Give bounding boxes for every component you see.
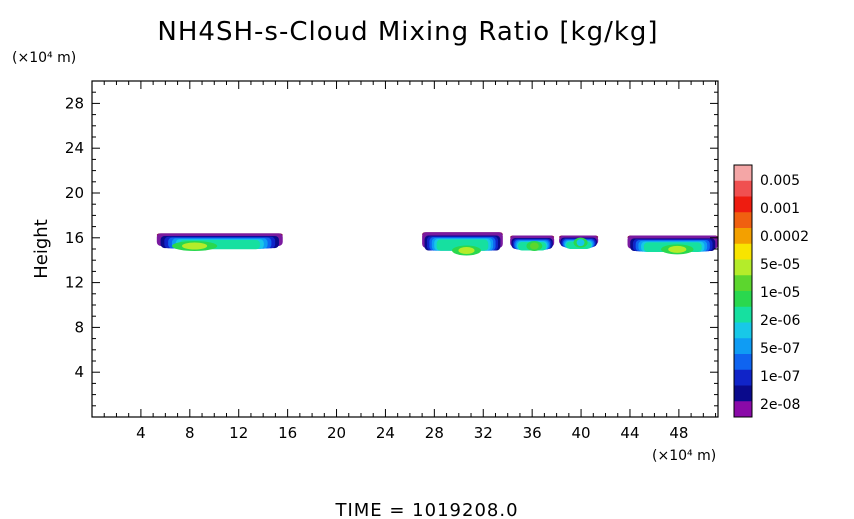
x-tick-label: 28 xyxy=(425,424,444,442)
cloud-core xyxy=(458,246,475,254)
colorbar-label: 5e-05 xyxy=(760,257,800,273)
colorbar-label: 2e-08 xyxy=(760,397,800,413)
y-tick-label: 4 xyxy=(74,363,84,381)
colorbar-swatch xyxy=(734,228,752,245)
colorbar-label: 2e-06 xyxy=(760,313,800,329)
x-tick-label: 16 xyxy=(278,424,297,442)
colorbar-swatch xyxy=(734,291,752,308)
cloud-region xyxy=(559,235,599,249)
x-tick-label: 36 xyxy=(523,424,542,442)
cloud-core xyxy=(668,245,687,253)
time-footer: TIME = 1019208.0 xyxy=(334,500,518,519)
x-tick-label: 40 xyxy=(572,424,591,442)
colorbar-label: 0.0002 xyxy=(760,229,809,245)
cloud-region xyxy=(422,232,503,256)
x-tick-label: 32 xyxy=(474,424,493,442)
colorbar-label: 1e-05 xyxy=(760,285,800,301)
cloud-core xyxy=(181,242,208,250)
colorbar-swatch xyxy=(734,180,752,197)
x-tick-label: 8 xyxy=(185,424,195,442)
x-unit-label: (×10⁴ m) xyxy=(652,448,716,464)
x-tick-label: 44 xyxy=(620,424,639,442)
colorbar-swatch xyxy=(734,243,752,260)
colorbar-swatch xyxy=(734,165,752,182)
colorbar-swatch xyxy=(734,338,752,355)
x-tick-label: 20 xyxy=(327,424,346,442)
colorbar-swatch xyxy=(734,322,752,339)
y-tick-label: 24 xyxy=(65,139,84,157)
colorbar-swatch xyxy=(734,196,752,213)
y-tick-label: 12 xyxy=(65,274,84,292)
y-tick-label: 8 xyxy=(74,318,84,336)
colorbar-label: 1e-07 xyxy=(760,369,800,385)
colorbar-swatch xyxy=(734,401,752,418)
colorbar-swatch xyxy=(734,212,752,229)
colorbar: 0.005 0.001 0.0002 5e-05 1e-05 2e-06 5e-07 1e-0… xyxy=(733,164,809,418)
colorbar-label: 0.001 xyxy=(760,201,800,217)
colorbar-swatch xyxy=(734,369,752,386)
x-tick-label: 4 xyxy=(136,424,146,442)
colorbar-swatch xyxy=(734,259,752,276)
y-tick-label: 28 xyxy=(65,94,84,112)
colorbar-label: 5e-07 xyxy=(760,341,800,357)
colorbar-swatch xyxy=(734,385,752,402)
y-tick-label: 16 xyxy=(65,229,84,247)
colorbar-label: 0.005 xyxy=(760,173,800,189)
x-tick-label: 12 xyxy=(229,424,248,442)
chart-title: NH4SH-s-Cloud Mixing Ratio [kg/kg] xyxy=(157,17,658,47)
cloud-region xyxy=(510,235,555,251)
colorbar-swatch xyxy=(734,275,752,292)
x-tick-label: 24 xyxy=(376,424,395,442)
x-tick-label: 48 xyxy=(669,424,688,442)
y-axis-label: Height xyxy=(31,219,52,279)
colorbar-frame xyxy=(733,164,753,418)
y-tick-label: 20 xyxy=(65,184,84,202)
cloud-region xyxy=(156,233,283,251)
colorbar-swatch xyxy=(734,306,752,323)
y-unit-label: (×10⁴ m) xyxy=(12,50,76,66)
colorbar-swatch xyxy=(734,354,752,371)
cloud-core xyxy=(576,239,585,247)
cloud-core xyxy=(529,242,539,250)
cloud-region xyxy=(627,235,718,255)
